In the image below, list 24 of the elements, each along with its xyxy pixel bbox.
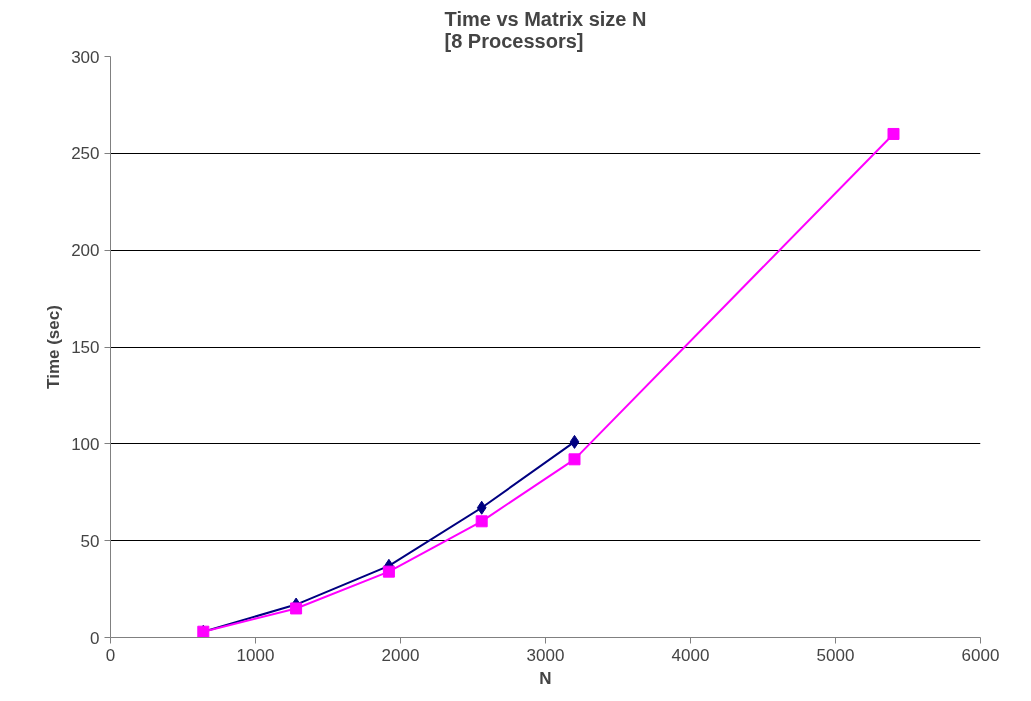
x-tick-label: 4000 <box>671 645 710 665</box>
x-tick-label: 2000 <box>381 645 420 665</box>
point <box>568 453 581 466</box>
point <box>382 565 395 578</box>
point <box>476 500 487 515</box>
y-tick-label: 200 <box>71 241 100 261</box>
y-tick-label: 250 <box>71 144 100 164</box>
x-tick-label: 5000 <box>816 645 855 665</box>
point <box>887 127 900 140</box>
x-tick-label: 0 <box>105 645 116 665</box>
y-tick-label: 0 <box>90 628 100 648</box>
y-tick-label: 50 <box>80 531 100 551</box>
y-tick-label: 300 <box>71 47 100 67</box>
y-tick-label: 100 <box>71 434 100 454</box>
chart-title: Time vs Matrix size N [8 Processors] <box>444 7 647 52</box>
x-tick-label: 1000 <box>236 645 275 665</box>
y-tick-label: 150 <box>71 338 100 357</box>
x-tick-label: 6000 <box>961 645 1000 665</box>
y-axis-title: Time (sec) <box>44 305 64 389</box>
point <box>475 515 488 528</box>
point <box>290 602 303 615</box>
x-tick-label: 3000 <box>526 645 565 665</box>
point <box>569 434 580 449</box>
x-axis-title: N <box>539 668 552 688</box>
